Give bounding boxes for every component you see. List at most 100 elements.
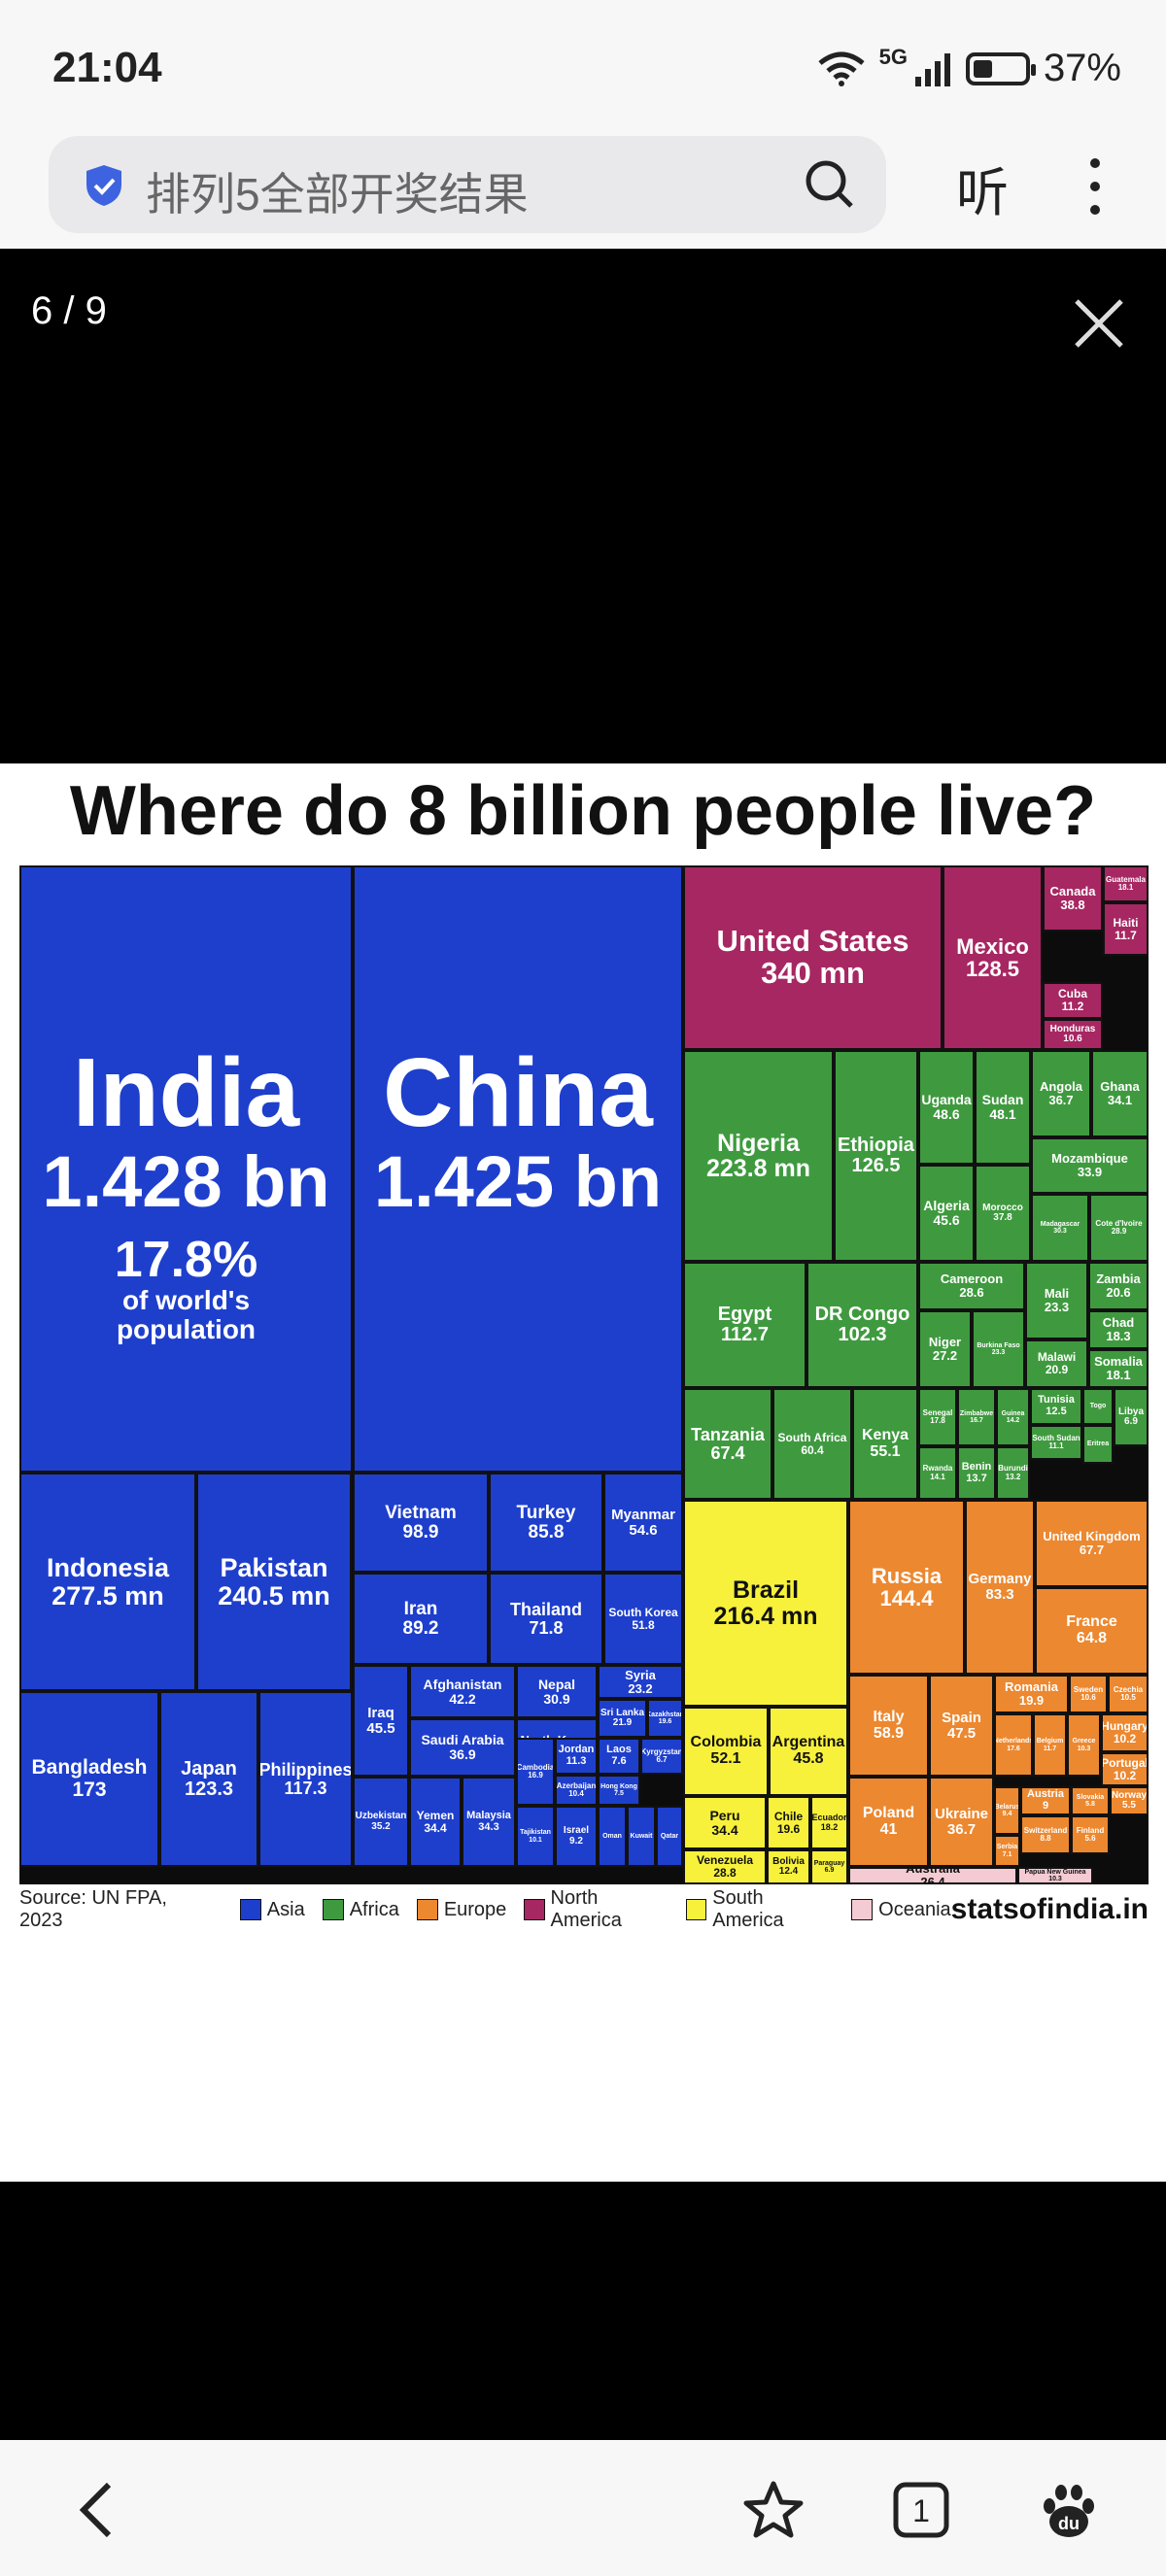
country-value: 18.1 [1106, 1368, 1131, 1382]
country-name: Tajikistan [520, 1829, 551, 1837]
tile-paraguay: Paraguay 6.9 [810, 1849, 848, 1884]
search-query[interactable]: 排列5全部开奖结果 [146, 169, 529, 220]
listen-button[interactable]: 听 [956, 164, 1009, 222]
country-value: 10.4 [568, 1789, 584, 1798]
country-name: Slovakia [1076, 1793, 1105, 1801]
infographic-image[interactable]: Where do 8 billion people live? India 1.4… [0, 763, 1166, 2182]
tile-uzbekistan: Uzbekistan 35.2 [353, 1777, 409, 1867]
country-name: United Kingdom [1043, 1529, 1141, 1544]
population-treemap: India 1.428 bn 17.8% of world's population C… [19, 865, 1149, 1884]
country-value: 19.6 [776, 1821, 801, 1836]
legend-label: Europe [443, 1898, 507, 1920]
country-value: 35.2 [371, 1820, 391, 1832]
tile-ghana: Ghana 34.1 [1091, 1050, 1149, 1137]
tile-japan: Japan 123.3 [159, 1691, 258, 1867]
country-value: 7.6 [611, 1755, 627, 1767]
tile-mozambique: Mozambique 33.9 [1031, 1137, 1149, 1194]
country-value: 102.3 [838, 1324, 887, 1345]
country-value: 10.6 [1063, 1034, 1082, 1044]
legend-label: Oceania [878, 1898, 951, 1920]
back-icon[interactable] [68, 2479, 130, 2541]
source-note: Source: UN FPA, 2023 [19, 1887, 167, 1931]
country-name: Kenya [861, 1426, 909, 1443]
country-name: Malawi [1037, 1350, 1077, 1365]
country-name: Netherlands [994, 1738, 1033, 1746]
country-value: 14.1 [930, 1472, 945, 1481]
legend-item: North America [524, 1887, 669, 1932]
tile-angola: Angola 36.7 [1031, 1050, 1091, 1137]
legend-label: South America [712, 1887, 784, 1931]
country-name: Afghanistan [423, 1676, 502, 1692]
country-name: Australia [906, 1867, 960, 1877]
tile-egypt: Egypt 112.7 [683, 1262, 806, 1388]
bookmark-star-icon[interactable] [742, 2479, 805, 2541]
more-options-icon[interactable] [1085, 155, 1105, 218]
country-value: 54.6 [629, 1521, 658, 1539]
tile-malaysia: Malaysia 34.3 [462, 1777, 516, 1867]
country-name: Greece [1072, 1738, 1096, 1746]
country-value: 5.8 [1085, 1801, 1095, 1808]
country-name: South Sudan [1032, 1433, 1080, 1442]
search-box[interactable]: 排列5全部开奖结果 [49, 136, 886, 233]
country-name: Algeria [923, 1198, 970, 1214]
tile-cambodia: Cambodia 16.9 [516, 1738, 555, 1806]
country-value: 41 [879, 1820, 898, 1838]
tile-tanzania: Tanzania 67.4 [683, 1388, 772, 1500]
country-name: Switzerland [1023, 1825, 1068, 1835]
country-value: 38.8 [1060, 898, 1085, 912]
legend-swatch [524, 1899, 545, 1920]
svg-text:1: 1 [912, 2493, 930, 2528]
close-icon[interactable] [1073, 297, 1125, 350]
country-value: 55.1 [870, 1442, 901, 1460]
country-name: Venezuela [696, 1853, 754, 1868]
country-name: Philippines [258, 1759, 353, 1779]
infographic-footer: Source: UN FPA, 2023 Asia Africa Europe Nor… [19, 1887, 1149, 1932]
country-name: Madagascar [1040, 1220, 1080, 1228]
country-value: 48.6 [933, 1106, 960, 1122]
country-value: 10.5 [1120, 1693, 1136, 1702]
tabs-icon[interactable]: 1 [890, 2479, 952, 2541]
legend-item: Africa [322, 1887, 399, 1932]
country-value: 89.2 [402, 1617, 439, 1639]
tile-united-kingdom: United Kingdom 67.7 [1035, 1500, 1149, 1587]
country-name: Spain [942, 1709, 981, 1726]
country-value: 27.2 [932, 1348, 958, 1363]
tile-finland: Finland 5.6 [1071, 1815, 1110, 1854]
country-name: Finland [1076, 1825, 1105, 1835]
status-icons: 5G 37% [817, 45, 1121, 90]
country-name: Sweden [1073, 1684, 1104, 1694]
country-value: 71.8 [529, 1617, 564, 1638]
infographic-title: Where do 8 billion people live? [69, 772, 1097, 850]
country-name: Qatar [660, 1832, 679, 1840]
country-name: Myanmar [611, 1506, 675, 1523]
tile-italy: Italy 58.9 [848, 1675, 929, 1777]
tile-brazil: Brazil 216.4 mn [683, 1500, 848, 1707]
country-name: DR Congo [814, 1304, 910, 1325]
tile-chad: Chad 18.3 [1088, 1310, 1149, 1349]
legend-item: South America [686, 1887, 834, 1932]
country-value: 19.6 [658, 1718, 672, 1725]
country-name: Kuwait [630, 1832, 653, 1840]
tile-kuwait: Kuwait [627, 1806, 656, 1867]
country-value: 60.4 [801, 1442, 824, 1457]
country-value: 58.9 [873, 1724, 905, 1742]
legend-swatch [416, 1899, 438, 1920]
baidu-paw-icon[interactable]: du [1038, 2479, 1100, 2541]
country-name: Hong Kong [600, 1782, 637, 1790]
country-value: 48.1 [989, 1106, 1016, 1122]
tile-dr-congo: DR Congo 102.3 [806, 1262, 918, 1388]
country-value: 23.3 [1044, 1300, 1070, 1314]
tile-libya: Libya 6.9 [1114, 1388, 1149, 1446]
country-name: Ukraine [934, 1805, 989, 1822]
tile-laos: Laos 7.6 [598, 1738, 640, 1775]
search-icon[interactable] [803, 157, 857, 212]
country-value: 340 mn [761, 956, 865, 990]
country-value: 47.5 [946, 1724, 977, 1742]
country-value: 144.4 [879, 1586, 934, 1610]
country-value: 21.9 [612, 1717, 633, 1728]
country-name: Argentina [772, 1734, 845, 1751]
tile-somalia: Somalia 18.1 [1088, 1349, 1149, 1388]
country-value: 18.2 [820, 1821, 839, 1832]
tile-sweden: Sweden 10.6 [1069, 1675, 1108, 1713]
country-name: Sri Lanka [600, 1707, 645, 1718]
